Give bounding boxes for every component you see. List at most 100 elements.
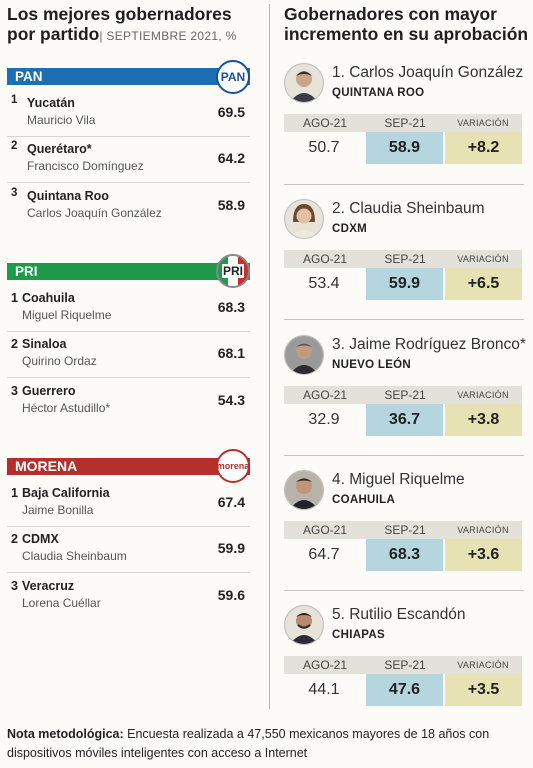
ago-value: 64.7: [308, 546, 340, 563]
sep-value: 36.7: [366, 404, 443, 436]
variation-value: +8.2: [445, 132, 522, 164]
state-name: Coahuila: [22, 291, 75, 305]
governor-card: 5. Rutilio Escandón CHIAPAS AGO-21 SEP-2…: [284, 605, 526, 731]
governor-name: Jaime Bonilla: [22, 503, 94, 517]
rank: 1: [11, 94, 18, 106]
table-row: 1 Coahuila Miguel Riquelme 68.3: [7, 289, 250, 333]
approval-value: 68.3: [217, 299, 245, 315]
governor-name: Quirino Ordaz: [22, 354, 97, 368]
table-row: 64.7 68.3 +3.6: [284, 539, 522, 571]
approval-value: 58.9: [217, 197, 245, 213]
row-divider: [7, 526, 250, 527]
sep-value: 59.9: [366, 268, 443, 300]
rank: 3: [11, 187, 18, 199]
governor-name: Mauricio Vila: [27, 113, 96, 127]
left-title-line2: por partido: [7, 24, 100, 44]
governor-name: 2. Claudia Sheinbaum: [332, 200, 485, 217]
approval-value: 69.5: [217, 104, 245, 120]
variation-value: +3.5: [445, 674, 522, 706]
governor-name: Lorena Cuéllar: [22, 596, 101, 610]
state-name: NUEVO LEÓN: [332, 359, 412, 371]
table-row: 1 Baja California Jaime Bonilla 67.4: [7, 484, 250, 528]
row-divider: [7, 182, 250, 183]
state-name: COAHUILA: [332, 494, 396, 506]
sep-value: 58.9: [366, 132, 443, 164]
table-row: 50.7 58.9 +8.2: [284, 132, 522, 164]
table-header: AGO-21 SEP-21 VARIACIÓN: [284, 386, 522, 404]
approval-value: 54.3: [217, 392, 245, 408]
ago-value: 44.1: [308, 681, 340, 698]
ago-value: 53.4: [308, 275, 340, 292]
table-row: 1 Yucatán Mauricio Vila 69.5: [7, 94, 250, 138]
approval-value: 59.9: [217, 540, 245, 556]
column-divider: [269, 4, 270, 709]
right-title-line2: incremento en su aprobación: [284, 24, 529, 44]
rank: 3: [11, 384, 18, 398]
avatar: [284, 470, 324, 510]
governor-name: Miguel Riquelme: [22, 308, 112, 322]
avatar: [284, 605, 324, 645]
state-name: Yucatán: [27, 96, 75, 110]
table-row: 2 Sinaloa Quirino Ordaz 68.1: [7, 335, 250, 379]
variation-value: +3.6: [445, 539, 522, 571]
rank: 1: [11, 486, 18, 500]
state-name: Baja California: [22, 486, 110, 500]
card-divider: [284, 455, 524, 456]
approval-value: 68.1: [217, 345, 245, 361]
ago-value: 32.9: [308, 411, 340, 428]
table-row: 3 Quintana Roo Carlos Joaquín González 5…: [7, 187, 250, 231]
party-bar-morena: MORENA: [7, 458, 250, 475]
avatar: [284, 199, 324, 239]
table-row: 44.1 47.6 +3.5: [284, 674, 522, 706]
approval-value: 64.2: [217, 150, 245, 166]
rank: 3: [11, 579, 18, 593]
variation-value: +6.5: [445, 268, 522, 300]
sep-value: 47.6: [366, 674, 443, 706]
row-divider: [7, 377, 250, 378]
pri-logo-icon: PRI: [216, 254, 250, 288]
table-row: 3 Veracruz Lorena Cuéllar 59.6: [7, 577, 250, 621]
state-name: CHIAPAS: [332, 629, 386, 641]
approval-value: 59.6: [217, 587, 245, 603]
left-title: Los mejores gobernadores por partido| SE…: [7, 4, 267, 46]
rank: 2: [11, 140, 18, 152]
left-subtitle: SEPTIEMBRE 2021, %: [106, 29, 237, 43]
governor-name: 3. Jaime Rodríguez Bronco*: [332, 336, 526, 353]
table-row: 3 Guerrero Héctor Astudillo* 54.3: [7, 382, 250, 426]
state-name: Veracruz: [22, 579, 75, 593]
row-divider: [7, 136, 250, 137]
party-bar-pan: PAN: [7, 68, 250, 85]
right-title: Gobernadores con mayor incremento en su …: [284, 4, 533, 44]
card-divider: [284, 590, 524, 591]
morena-logo-icon: morena: [216, 449, 250, 483]
table-header: AGO-21 SEP-21 VARIACIÓN: [284, 250, 522, 268]
avatar: [284, 335, 324, 375]
variation-value: +3.8: [445, 404, 522, 436]
rank: 2: [11, 337, 18, 351]
ago-value: 50.7: [308, 139, 340, 156]
governor-card: 1. Carlos Joaquín González QUINTANA ROO …: [284, 63, 526, 189]
table-row: 2 Querétaro* Francisco Domínguez 64.2: [7, 140, 250, 184]
left-title-line1: Los mejores gobernadores: [7, 4, 232, 24]
rank: 1: [11, 291, 18, 305]
governor-name: Francisco Domínguez: [27, 159, 144, 173]
note-label: Nota metodológica:: [7, 727, 124, 741]
right-title-line1: Gobernadores con mayor: [284, 4, 497, 24]
governor-card: 4. Miguel Riquelme COAHUILA AGO-21 SEP-2…: [284, 470, 526, 596]
governor-name: Claudia Sheinbaum: [22, 549, 127, 563]
table-row: 2 CDMX Claudia Sheinbaum 59.9: [7, 530, 250, 574]
table-header: AGO-21 SEP-21 VARIACIÓN: [284, 114, 522, 132]
pan-logo-icon: PAN: [216, 60, 250, 94]
note-text: Encuesta realizada a 47,550 mexicanos ma…: [7, 727, 490, 760]
state-name: QUINTANA ROO: [332, 87, 425, 99]
governor-name: Carlos Joaquín González: [27, 206, 162, 220]
avatar: [284, 63, 324, 103]
approval-value: 67.4: [217, 494, 245, 510]
governor-name: 4. Miguel Riquelme: [332, 471, 465, 488]
state-name: Guerrero: [22, 384, 76, 398]
rank: 2: [11, 532, 18, 546]
party-bar-pri: PRI: [7, 263, 250, 280]
governor-card: 3. Jaime Rodríguez Bronco* NUEVO LEÓN AG…: [284, 335, 526, 461]
row-divider: [7, 331, 250, 332]
card-divider: [284, 184, 524, 185]
